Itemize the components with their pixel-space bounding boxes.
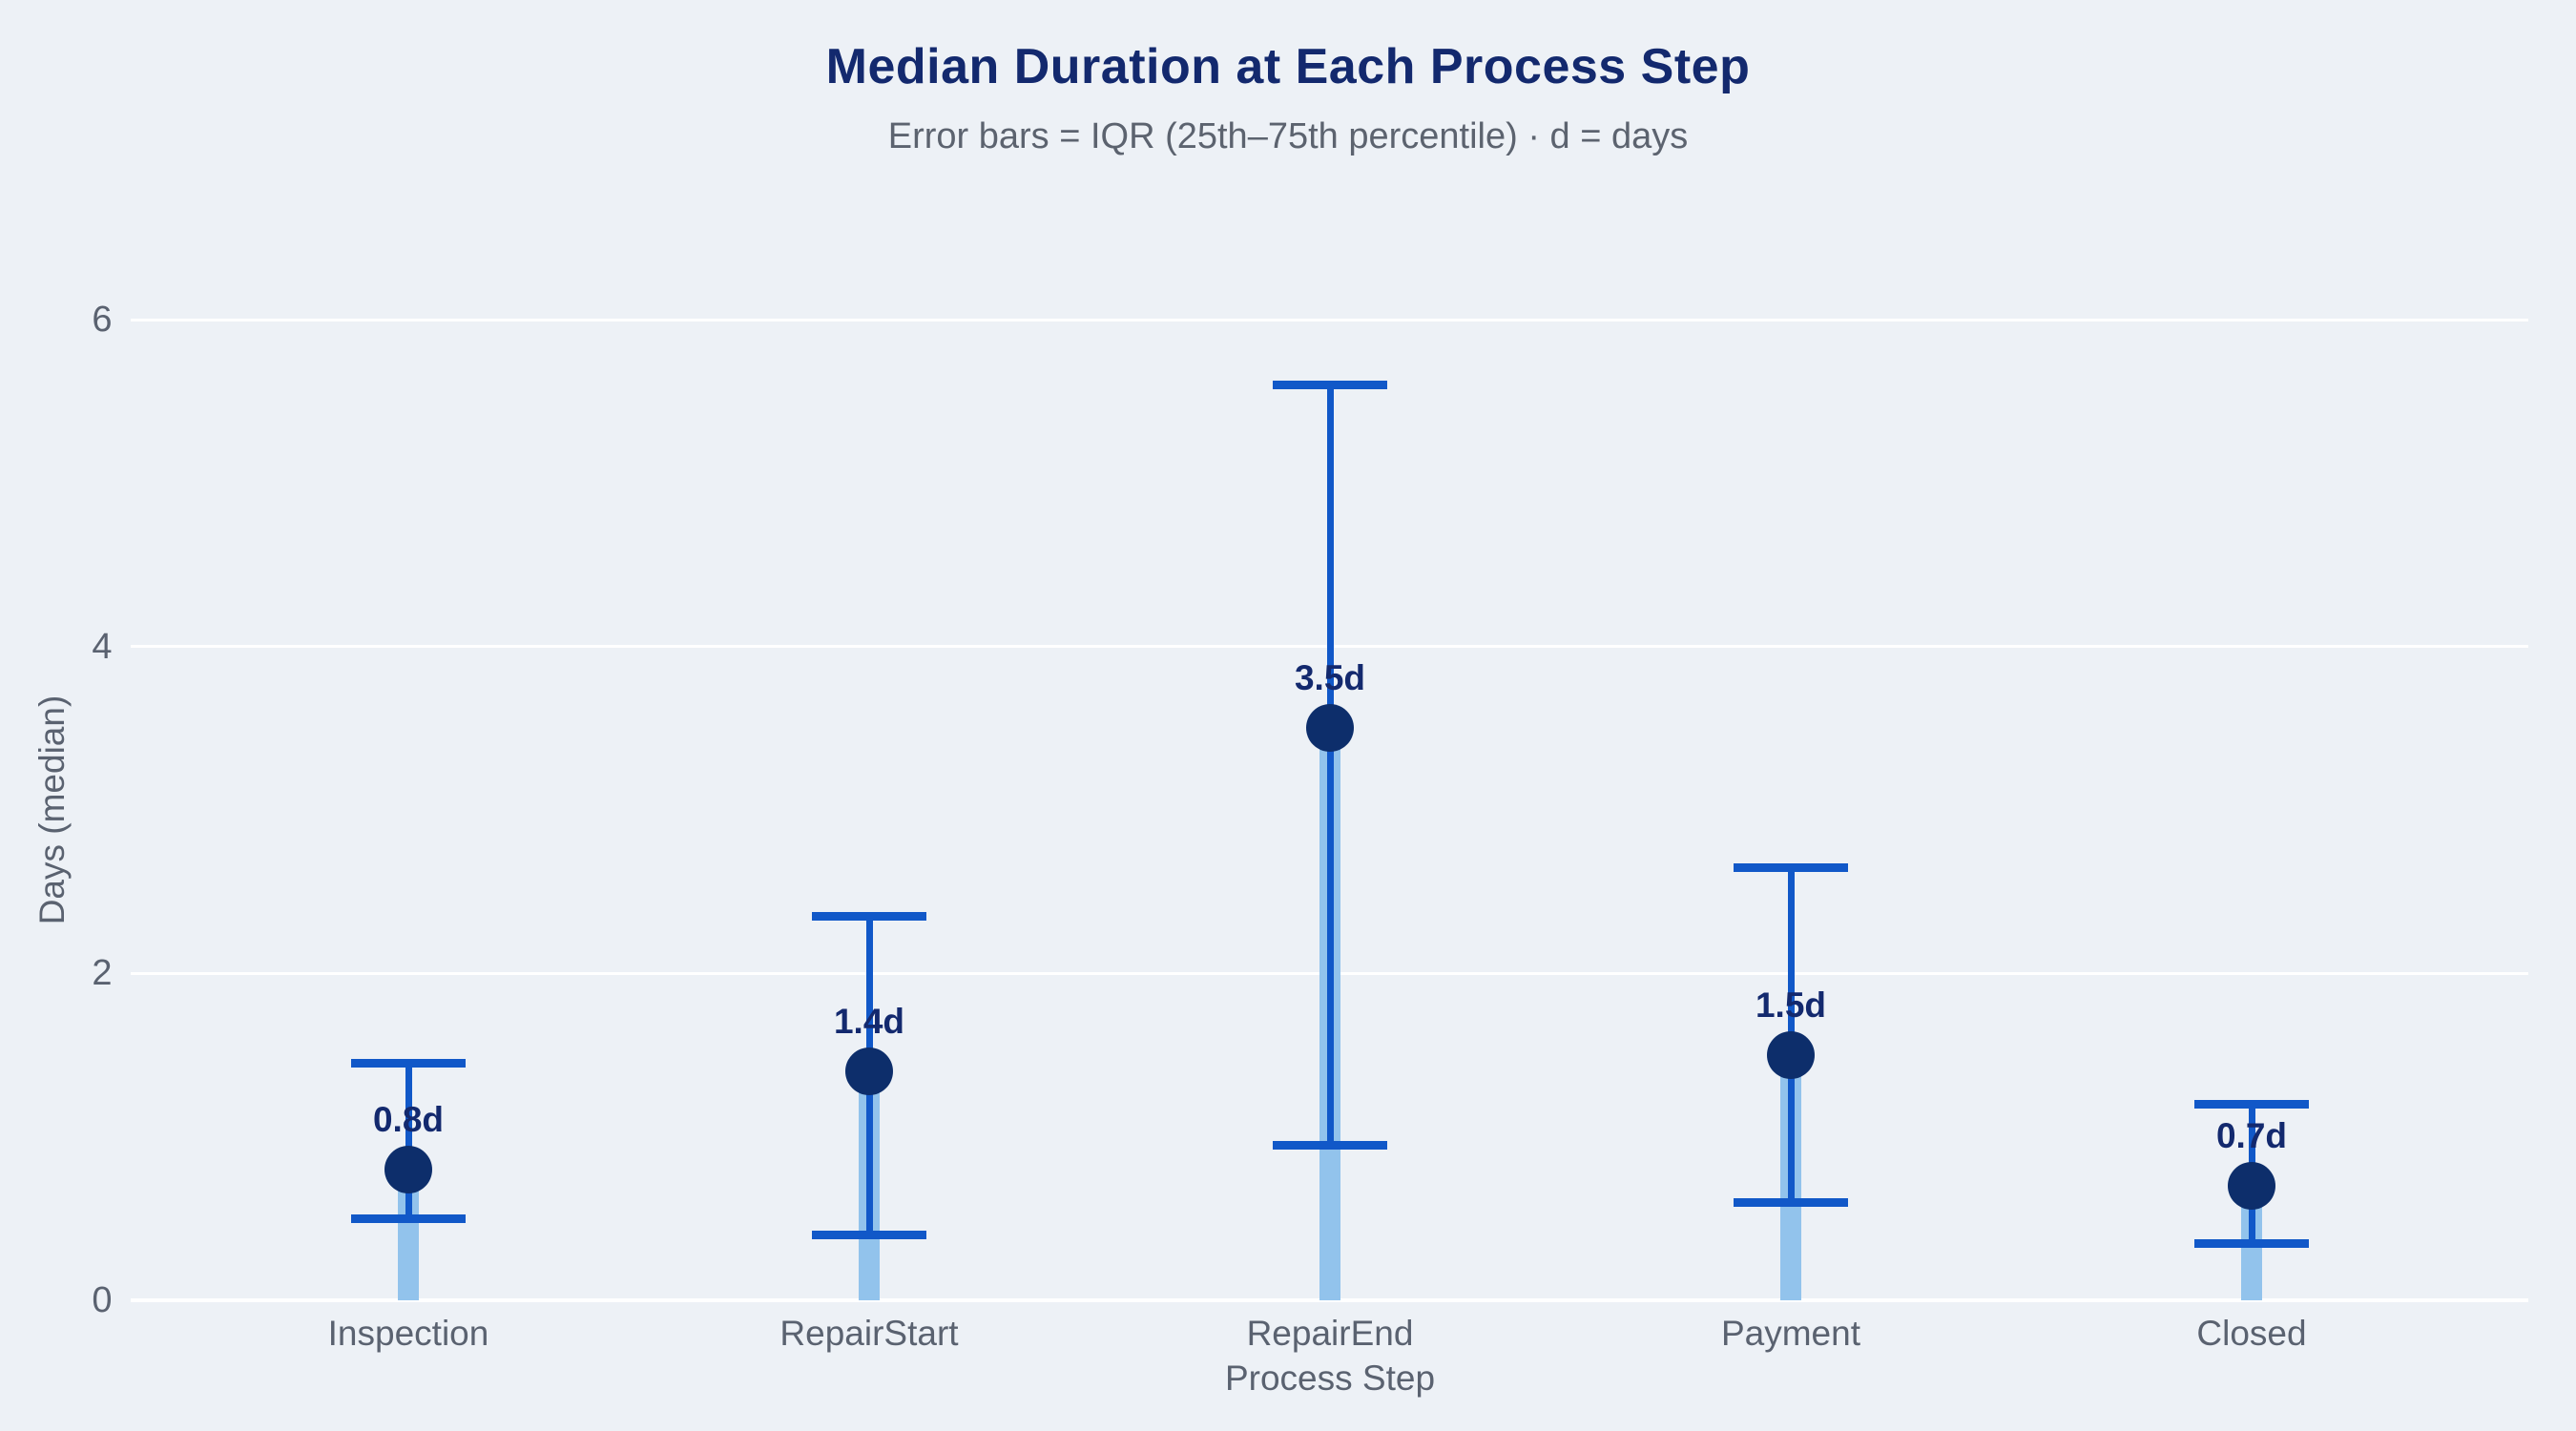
iqr-cap-upper bbox=[2194, 1099, 2309, 1109]
iqr-whisker bbox=[1326, 384, 1334, 1146]
point-label: 0.8d bbox=[372, 1099, 445, 1139]
median-point bbox=[384, 1145, 432, 1193]
median-point bbox=[1767, 1031, 1815, 1080]
iqr-cap-lower bbox=[1734, 1197, 1848, 1207]
y-axis-title: Days (median) bbox=[32, 695, 72, 925]
iqr-cap-upper bbox=[351, 1059, 466, 1068]
y-tick-label: 0 bbox=[92, 1280, 113, 1320]
median-point bbox=[1306, 704, 1354, 753]
chart-subtitle: Error bars = IQR (25th–75th percentile) … bbox=[887, 116, 1689, 156]
median-point bbox=[845, 1047, 893, 1096]
gridline bbox=[131, 1298, 2528, 1302]
iqr-cap-upper bbox=[1734, 862, 1848, 872]
iqr-cap-lower bbox=[812, 1230, 926, 1239]
iqr-cap-lower bbox=[351, 1213, 466, 1223]
point-label: 1.5d bbox=[1755, 985, 1827, 1026]
x-tick-label: RepairEnd bbox=[1246, 1314, 1414, 1353]
chart-title: Median Duration at Each Process Step bbox=[825, 39, 1751, 94]
x-axis-title: Process Step bbox=[1224, 1358, 1436, 1398]
point-label: 0.7d bbox=[2215, 1116, 2288, 1156]
iqr-cap-lower bbox=[1273, 1140, 1387, 1150]
iqr-cap-lower bbox=[2194, 1238, 2309, 1248]
point-label: 3.5d bbox=[1294, 658, 1366, 698]
median-point bbox=[2228, 1162, 2275, 1211]
y-tick-label: 6 bbox=[92, 300, 113, 341]
x-tick-label: Closed bbox=[2196, 1314, 2307, 1353]
point-label: 1.4d bbox=[833, 1002, 905, 1042]
x-tick-label: Payment bbox=[1720, 1314, 1860, 1353]
x-tick-label: RepairStart bbox=[779, 1314, 959, 1353]
iqr-whisker bbox=[405, 1063, 412, 1219]
y-tick-label: 4 bbox=[92, 626, 113, 667]
gridline bbox=[131, 318, 2528, 321]
y-tick-label: 2 bbox=[92, 953, 113, 994]
median-bar bbox=[398, 1169, 419, 1300]
iqr-cap-upper bbox=[812, 911, 926, 921]
x-tick-label: Inspection bbox=[327, 1314, 489, 1353]
iqr-cap-upper bbox=[1273, 381, 1387, 390]
